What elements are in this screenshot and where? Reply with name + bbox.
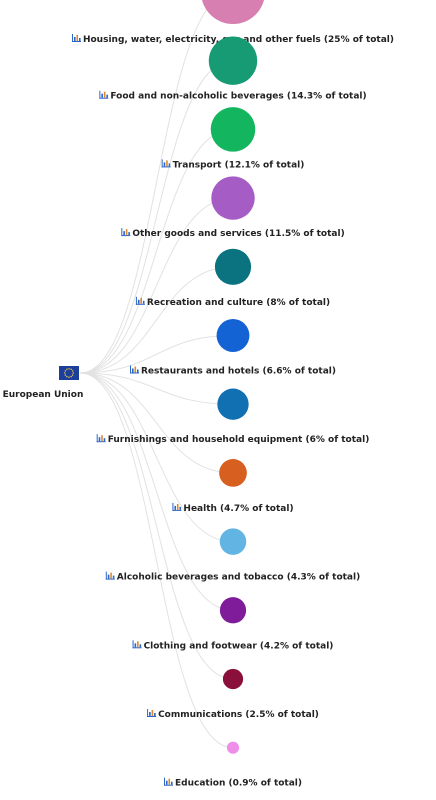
flag-star — [64, 372, 66, 374]
node-label: Alcoholic beverages and tobacco (4.3% of… — [117, 573, 360, 583]
flag-star — [64, 370, 67, 372]
tree-link — [79, 0, 216, 374]
node-circle[interactable] — [214, 248, 252, 285]
bar-chart-icon[interactable] — [135, 296, 145, 305]
node-circle[interactable] — [210, 107, 256, 152]
node-label: Recreation and culture (8% of total) — [147, 298, 330, 308]
node-label: Food and non-alcoholic beverages (14.3% … — [110, 92, 366, 102]
tree-node[interactable]: Clothing and footwear (4.2% of total) — [132, 597, 334, 651]
tree-link — [79, 372, 234, 749]
tree-node[interactable]: Education (0.9% of total) — [163, 741, 302, 789]
flag-star — [66, 375, 68, 378]
eu-flag-stars — [64, 368, 74, 378]
bar-chart-icon[interactable] — [99, 90, 109, 99]
bar-chart-icon[interactable] — [147, 709, 157, 717]
tree-link — [79, 372, 234, 543]
node-circle[interactable] — [201, 0, 265, 24]
flag-star — [68, 376, 70, 378]
node-label: Education (0.9% of total) — [175, 779, 302, 789]
node-circle[interactable] — [219, 459, 247, 487]
tree-link — [79, 372, 234, 611]
bar-chart-icon[interactable] — [172, 502, 182, 511]
tree-node[interactable]: Transport (12.1% of total) — [161, 107, 305, 170]
tree-link — [79, 60, 234, 374]
tree-node[interactable]: Recreation and culture (8% of total) — [135, 248, 330, 308]
tree-node[interactable]: Alcoholic beverages and tobacco (4.3% of… — [105, 528, 360, 583]
node-circle[interactable] — [226, 741, 240, 754]
node-circle[interactable] — [211, 176, 255, 220]
flag-star — [64, 374, 67, 376]
root-label: European Union — [3, 390, 84, 400]
tree-link — [79, 266, 234, 374]
node-circle[interactable] — [219, 597, 247, 624]
bar-chart-icon[interactable] — [129, 365, 139, 374]
links-layer — [79, 0, 234, 749]
tree-link — [79, 372, 234, 474]
flag-star — [68, 368, 70, 370]
tree-node[interactable]: Health (4.7% of total) — [172, 459, 294, 514]
root-node[interactable]: European Union — [3, 366, 84, 400]
flag-star — [66, 368, 68, 371]
tree-node[interactable]: Communications (2.5% of total) — [147, 668, 319, 720]
bar-chart-icon[interactable] — [121, 228, 131, 237]
node-label: Other goods and services (11.5% of total… — [132, 229, 344, 239]
nodes-layer: Housing, water, electricity, gas and oth… — [71, 0, 394, 789]
bar-chart-icon[interactable] — [71, 34, 81, 42]
node-circle[interactable] — [219, 528, 247, 555]
flag-star — [70, 375, 72, 378]
flag-star — [72, 372, 74, 374]
node-label: Health (4.7% of total) — [183, 504, 293, 514]
node-label: Transport (12.1% of total) — [173, 160, 305, 170]
tree-node[interactable]: Other goods and services (11.5% of total… — [121, 176, 345, 239]
node-label: Clothing and footwear (4.2% of total) — [144, 641, 334, 651]
flag-star — [70, 368, 72, 371]
node-circle[interactable] — [208, 36, 258, 85]
bar-chart-icon[interactable] — [96, 434, 106, 443]
node-label: Communications (2.5% of total) — [158, 710, 319, 720]
node-label: Restaurants and hotels (6.6% of total) — [141, 367, 336, 377]
tree-node[interactable]: Food and non-alcoholic beverages (14.3% … — [99, 36, 367, 102]
flag-star — [71, 374, 74, 376]
tree-node[interactable]: Furnishings and household equipment (6% … — [96, 388, 370, 446]
tree-link — [79, 128, 234, 374]
bar-chart-icon[interactable] — [161, 159, 171, 168]
tree-link — [79, 335, 234, 374]
node-circle[interactable] — [222, 668, 244, 690]
bar-chart-icon[interactable] — [163, 777, 173, 786]
tree-link — [79, 197, 234, 374]
eu-flag-icon — [59, 366, 79, 380]
tree-node[interactable]: Restaurants and hotels (6.6% of total) — [129, 319, 336, 377]
bar-chart-icon[interactable] — [105, 571, 115, 580]
tree-link — [79, 372, 234, 680]
node-circle[interactable] — [217, 388, 249, 420]
tree-link — [79, 372, 234, 405]
flag-star — [71, 370, 74, 372]
node-circle[interactable] — [216, 319, 250, 352]
bar-chart-icon[interactable] — [132, 640, 142, 649]
node-label: Furnishings and household equipment (6% … — [108, 435, 370, 445]
